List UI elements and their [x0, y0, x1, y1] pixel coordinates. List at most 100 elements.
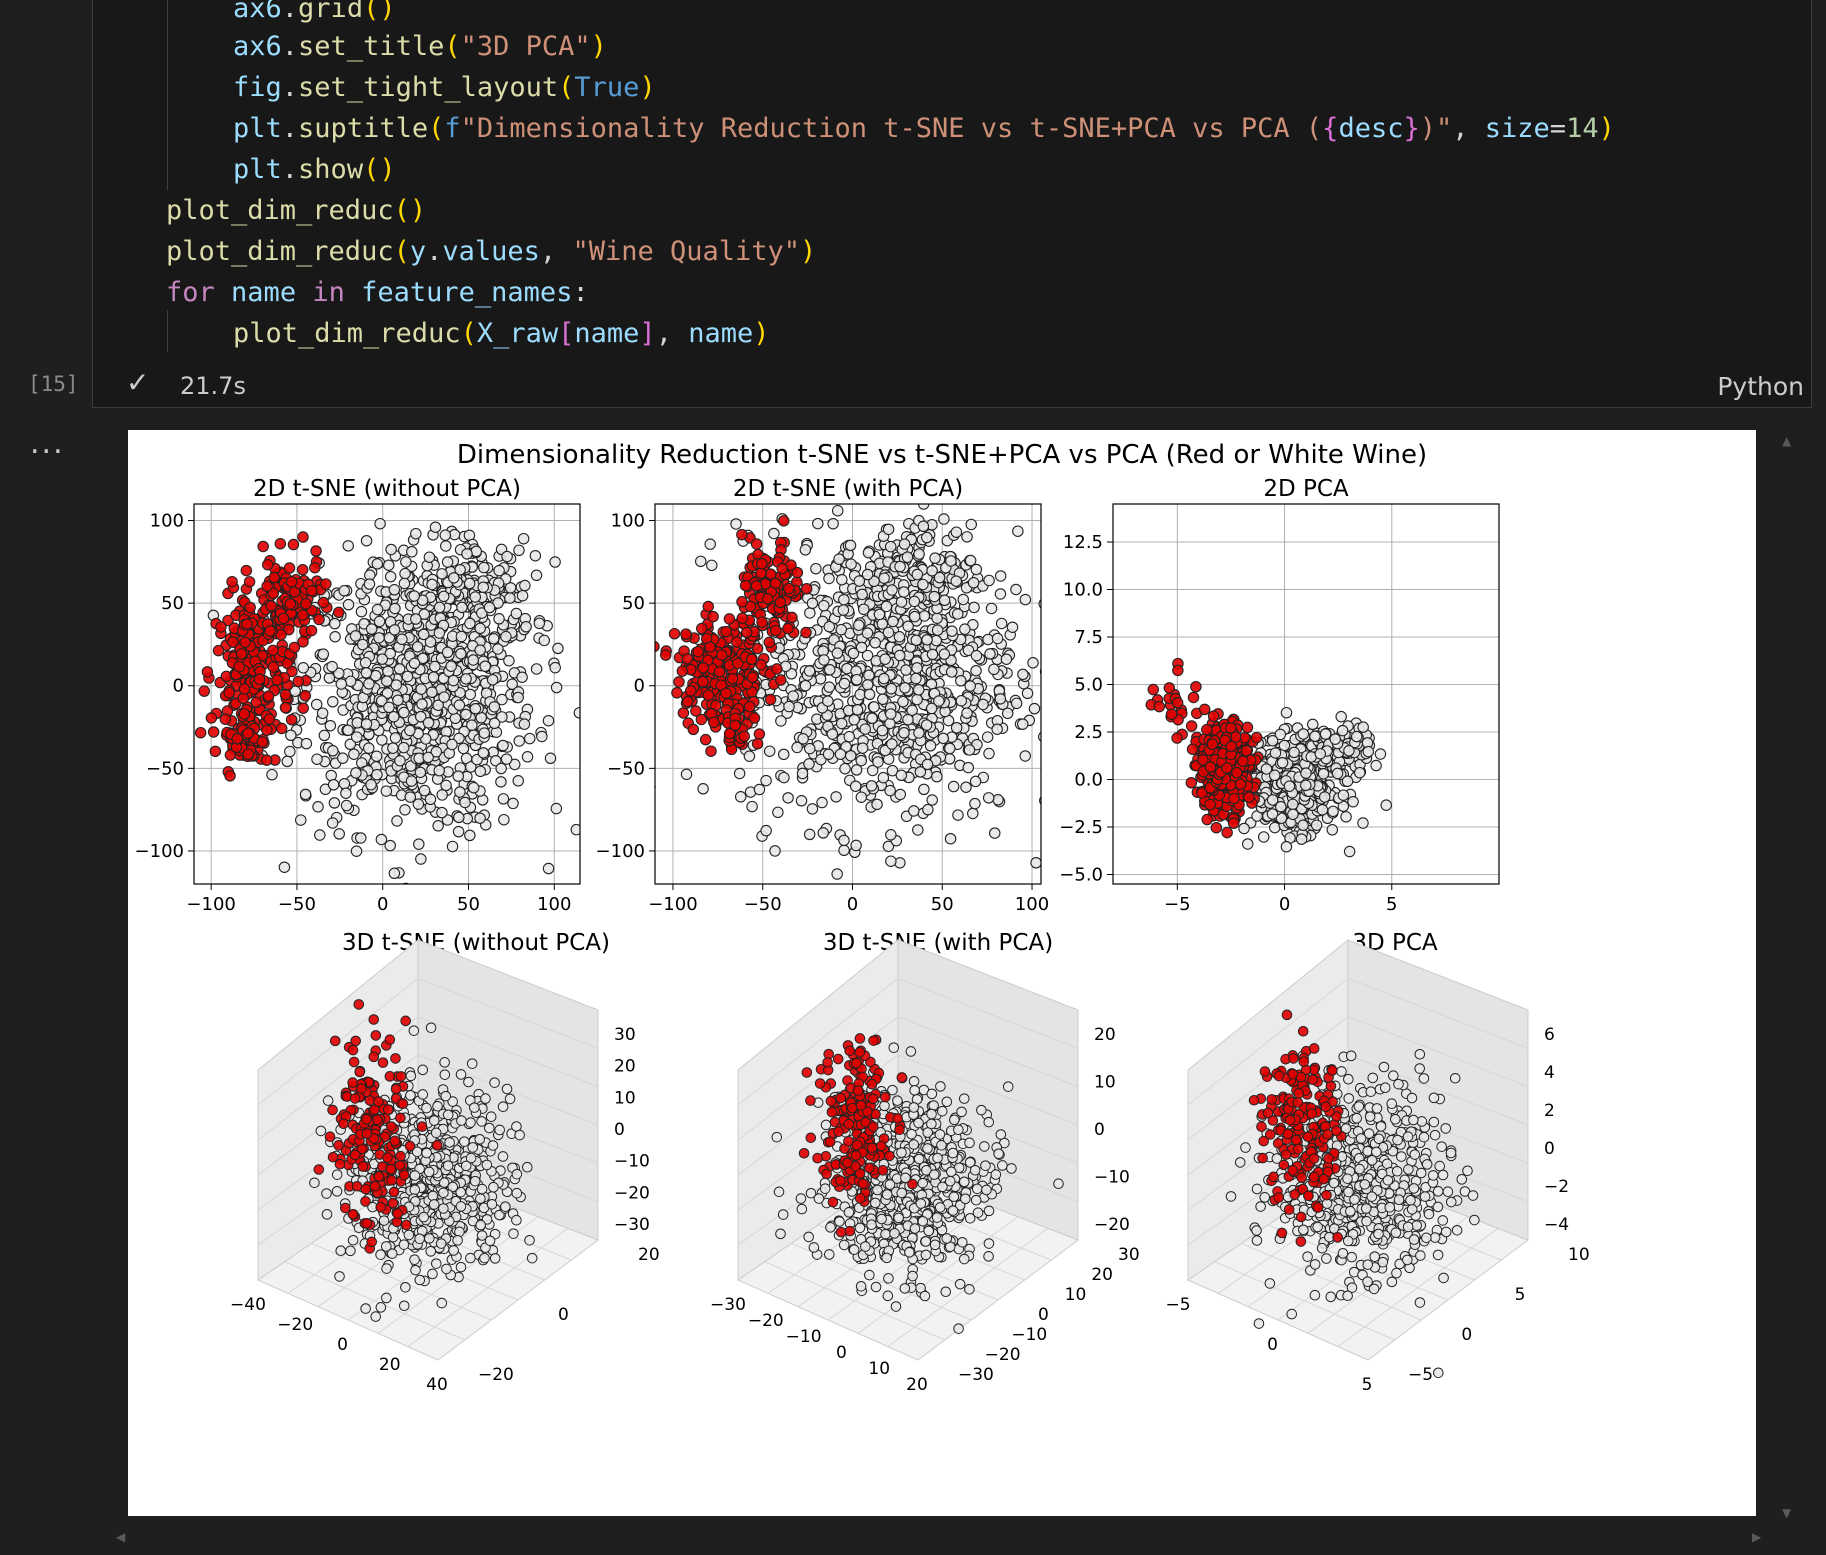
data-point: [1019, 593, 1032, 606]
y-tick-label: 100: [150, 511, 184, 532]
data-point: [783, 700, 795, 713]
data-point: [695, 713, 708, 726]
data-point: [931, 770, 943, 783]
data-point: [884, 784, 896, 797]
code-line-8[interactable]: for name in feature_names:: [166, 277, 589, 308]
data-point: [440, 1090, 452, 1102]
data-point: [764, 693, 777, 706]
data-point: [1017, 668, 1029, 681]
data-point: [345, 1245, 356, 1257]
scroll-up-arrow-icon[interactable]: ▲: [1782, 434, 1792, 448]
data-point: [492, 643, 504, 655]
data-point: [516, 671, 528, 683]
data-point: [855, 641, 868, 654]
data-point: [305, 584, 318, 597]
data-point: [295, 814, 307, 826]
data-point: [355, 605, 368, 618]
data-point: [327, 779, 340, 791]
data-point: [267, 644, 279, 657]
data-point: [1187, 691, 1200, 704]
code-line-9[interactable]: plot_dim_reduc(X_raw[name], name): [233, 318, 770, 349]
data-point: [448, 572, 460, 584]
data-point: [748, 712, 761, 724]
data-point: [1019, 750, 1031, 762]
data-point: [529, 549, 542, 562]
data-point: [950, 722, 963, 734]
code-line-1[interactable]: ax6.grid(): [233, 0, 396, 24]
data-point: [478, 727, 491, 739]
data-point: [201, 666, 214, 678]
data-point: [981, 731, 994, 743]
code-line-4[interactable]: plt.suptitle(f"Dimensionality Reduction …: [233, 113, 1615, 144]
data-point: [968, 601, 980, 614]
data-point: [1234, 778, 1247, 790]
code-line-5[interactable]: plt.show(): [233, 154, 396, 185]
data-point: [380, 785, 393, 797]
data-point: [1269, 821, 1281, 834]
data-point: [1221, 826, 1233, 839]
data-point: [351, 731, 363, 743]
scroll-down-arrow-icon[interactable]: ▼: [1782, 1506, 1792, 1520]
data-point: [360, 1183, 372, 1195]
y-tick-label: −50: [607, 758, 645, 779]
y-tick-label: 5.0: [1074, 675, 1103, 696]
data-point: [388, 584, 401, 596]
data-point: [524, 1235, 535, 1246]
code-line-3[interactable]: fig.set_tight_layout(True): [233, 72, 656, 103]
data-point: [1240, 744, 1253, 757]
data-point: [417, 1064, 429, 1076]
data-point: [955, 675, 967, 687]
output-more-actions-button[interactable]: ...: [30, 426, 65, 461]
data-point: [392, 1208, 403, 1219]
data-point: [449, 712, 462, 725]
data-point: [460, 1160, 472, 1172]
data-point: [890, 1301, 902, 1312]
data-point: [912, 824, 924, 836]
data-point: [313, 613, 325, 626]
data-point: [1370, 759, 1382, 772]
y-tick-label: 30: [1118, 1245, 1140, 1265]
data-point: [483, 601, 496, 614]
data-point: [465, 761, 477, 773]
data-point: [511, 1168, 523, 1180]
scroll-left-arrow-icon[interactable]: ◀: [116, 1530, 126, 1544]
data-point: [797, 733, 809, 745]
y-tick-label: 7.5: [1074, 627, 1103, 648]
cell-language-label[interactable]: Python: [1717, 372, 1804, 401]
data-point: [960, 781, 972, 793]
indent-guide: [167, 310, 168, 352]
data-point: [1287, 798, 1299, 811]
code-cell[interactable]: [92, 0, 1812, 408]
data-point: [398, 1169, 410, 1181]
x-tick-label: 0: [337, 1335, 348, 1355]
data-point: [226, 575, 238, 588]
data-point: [350, 845, 363, 857]
data-point: [734, 791, 747, 803]
data-point: [460, 708, 472, 721]
data-point: [433, 601, 446, 614]
x-tick-label: −30: [710, 1295, 746, 1315]
data-point: [423, 551, 436, 563]
data-point: [760, 774, 772, 787]
scroll-right-arrow-icon[interactable]: ▶: [1752, 1530, 1762, 1544]
code-line-6[interactable]: plot_dim_reduc(): [166, 195, 427, 226]
data-point: [885, 855, 897, 867]
data-point: [316, 707, 329, 719]
data-point: [831, 504, 844, 517]
data-point: [415, 853, 427, 865]
data-point: [526, 1252, 538, 1264]
data-point: [425, 1022, 437, 1034]
data-point: [1207, 710, 1220, 722]
data-point: [360, 718, 373, 730]
data-point: [292, 675, 305, 688]
data-point: [894, 788, 907, 801]
code-line-2[interactable]: ax6.set_title("3D PCA"): [233, 31, 607, 62]
data-point: [982, 792, 995, 804]
data-point: [241, 618, 253, 630]
code-line-7[interactable]: plot_dim_reduc(y.values, "Wine Quality"): [166, 236, 817, 267]
data-point: [421, 1147, 432, 1159]
data-point: [435, 1238, 447, 1249]
data-point: [822, 695, 834, 707]
data-point: [550, 681, 563, 694]
